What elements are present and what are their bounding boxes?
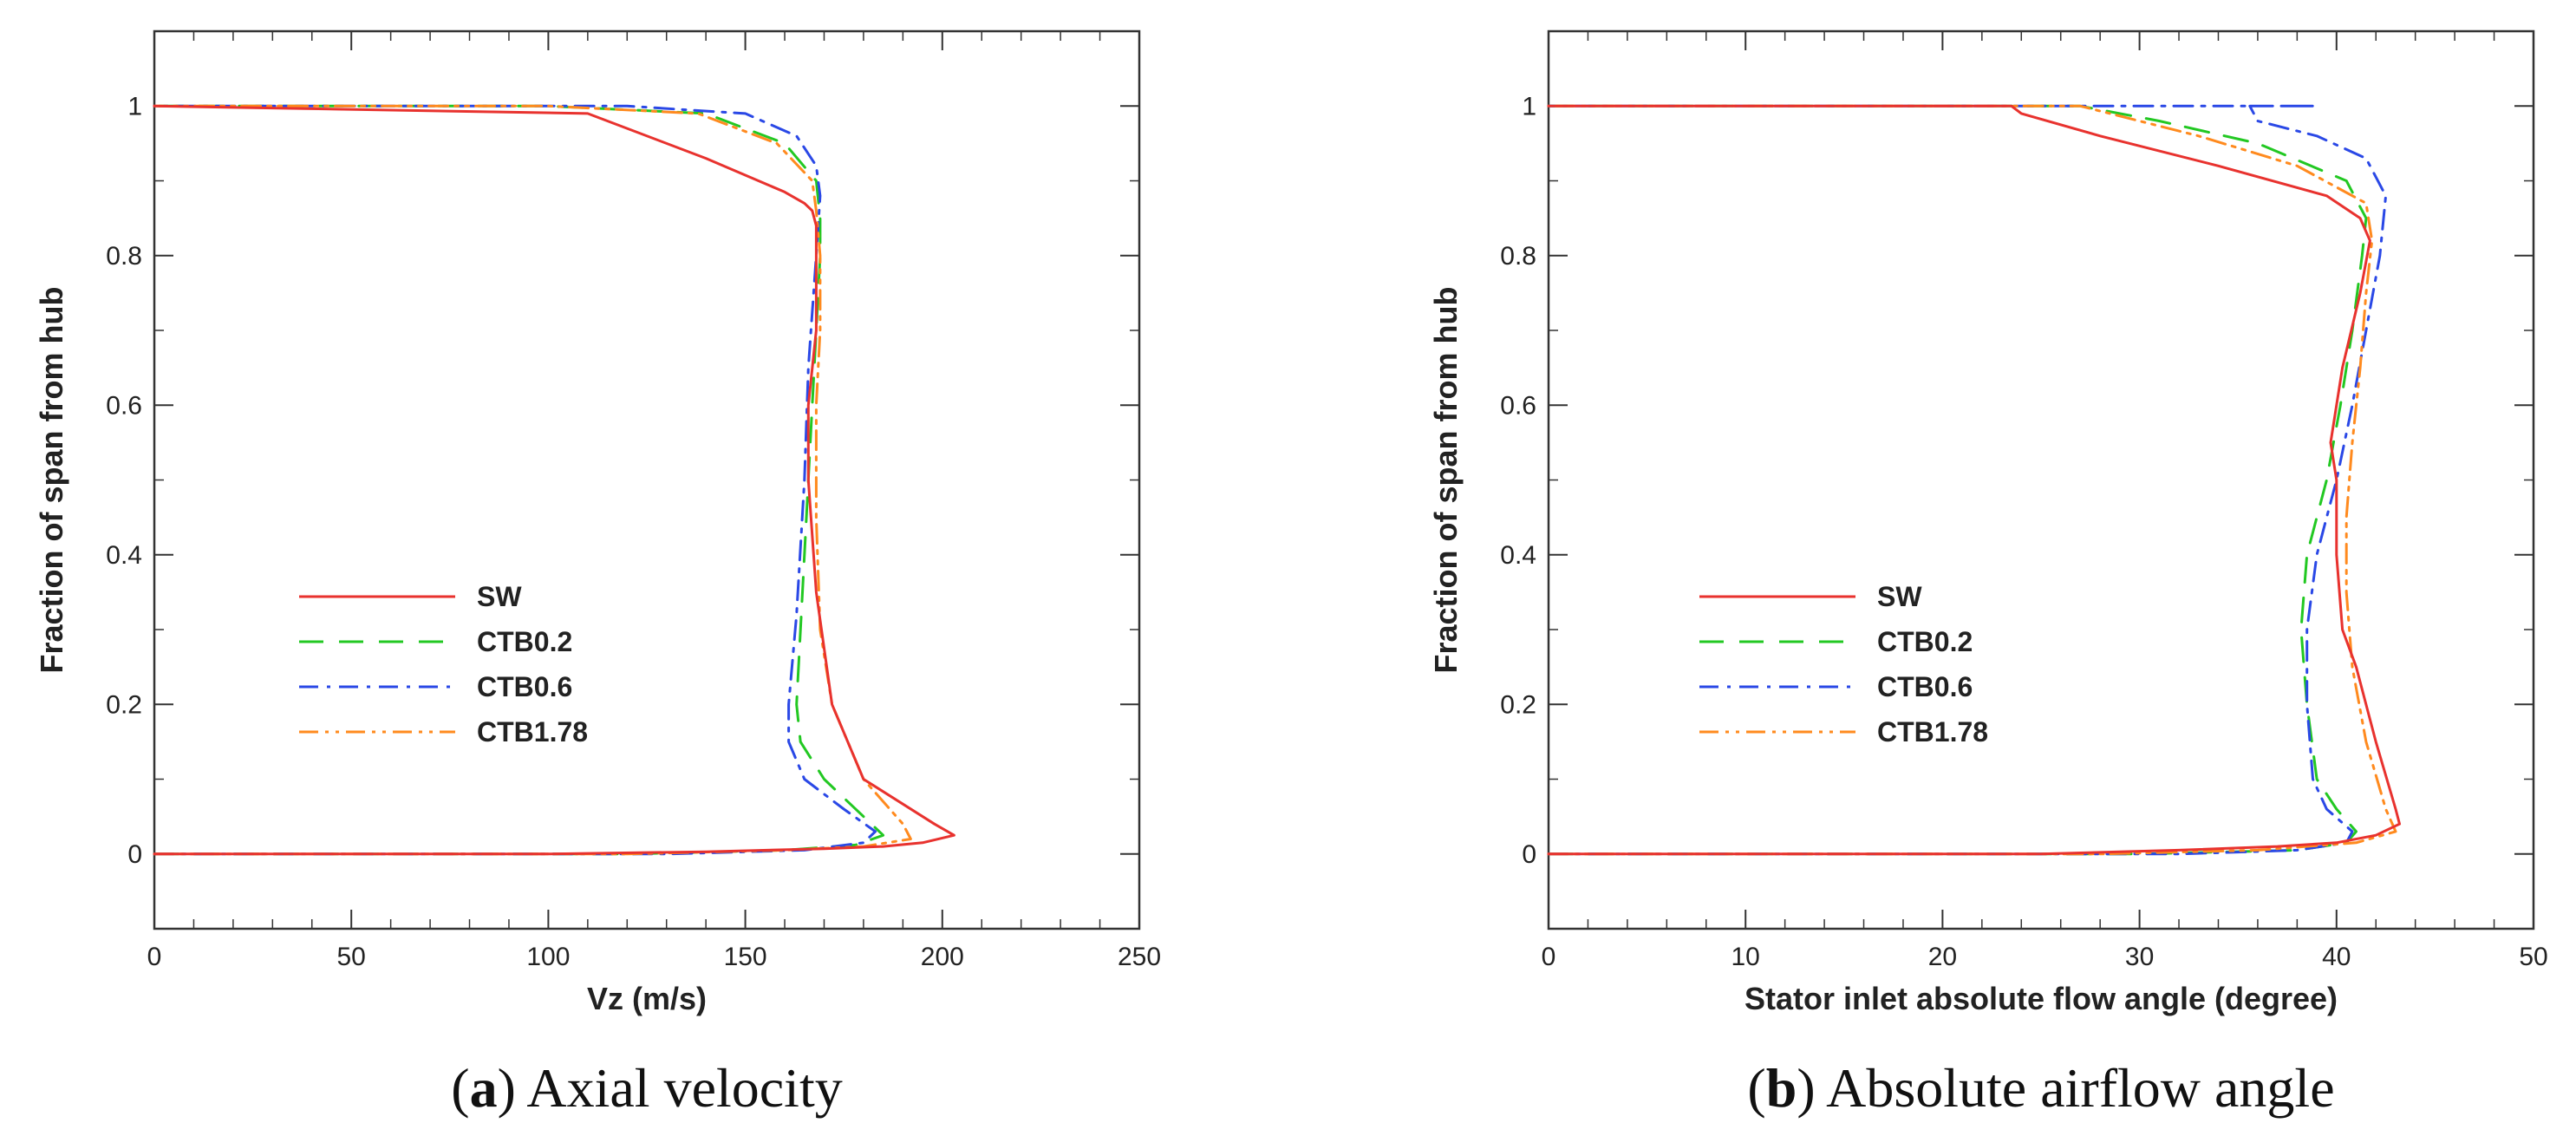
tick-marks — [153, 30, 1140, 930]
y-tick-label: 0 — [127, 840, 142, 869]
y-tick-label: 0.8 — [1500, 242, 1536, 271]
x-tick-label: 0 — [1542, 943, 1556, 971]
legend-label: SW — [477, 581, 522, 612]
caption-a-letter: a — [470, 1057, 498, 1119]
x-tick-label: 0 — [147, 943, 162, 971]
series-line-ctb0-2 — [153, 104, 885, 856]
series-line-ctb0-6 — [1547, 104, 2388, 856]
x-axis-label: Vz (m/s) — [587, 981, 707, 1016]
legend: SW CTB0.2 CTB0.6 CTB1.78 — [1699, 581, 1988, 748]
legend-label: CTB1.78 — [477, 716, 588, 748]
series-lines — [1547, 104, 2401, 856]
y-tick-label: 0.8 — [106, 242, 142, 271]
y-tick-label: 0 — [1522, 840, 1536, 869]
legend-label: CTB0.2 — [1877, 626, 1973, 657]
legend-label: CTB0.6 — [1877, 671, 1973, 702]
x-tick-label: 30 — [2125, 943, 2154, 971]
tick-labels: 0 50 100 150 200 250 0 0.2 0.4 0.6 0.8 1 — [106, 92, 1161, 971]
caption-a-text: Axial velocity — [526, 1057, 842, 1119]
caption-a: (a) Axial velocity — [451, 1057, 842, 1119]
x-tick-label: 250 — [1118, 943, 1161, 971]
x-tick-label: 40 — [2322, 943, 2351, 971]
x-axis-label: Stator inlet absolute flow angle (degree… — [1745, 981, 2338, 1016]
y-tick-label: 0.4 — [1500, 541, 1536, 570]
series-line-ctb1-78 — [1547, 104, 2397, 856]
y-tick-label: 0.2 — [106, 690, 142, 719]
x-tick-label: 50 — [337, 943, 366, 971]
legend-label: SW — [1877, 581, 1922, 612]
series-line-sw — [1547, 104, 2401, 856]
y-axis-label: Fraction of span from hub — [1428, 287, 1464, 674]
y-tick-label: 0.2 — [1500, 690, 1536, 719]
y-tick-label: 0.6 — [106, 391, 142, 420]
legend: SW CTB0.2 CTB0.6 CTB1.78 — [299, 581, 588, 748]
y-tick-label: 1 — [127, 92, 142, 121]
caption-b-text: Absolute airflow angle — [1826, 1057, 2335, 1119]
caption-b: (b) Absolute airflow angle — [1747, 1057, 2334, 1119]
series-lines — [153, 104, 955, 856]
panel-absolute-flow-angle: 0 10 20 30 40 50 0 0.2 0.4 0.6 0.8 1 SW CTB0.2 CTB0.6… — [1428, 29, 2548, 1119]
x-tick-label: 50 — [2519, 943, 2547, 971]
caption-b-letter: b — [1766, 1057, 1797, 1119]
y-tick-label: 0.6 — [1500, 391, 1536, 420]
x-tick-label: 150 — [724, 943, 767, 971]
x-tick-label: 10 — [1731, 943, 1760, 971]
legend-label: CTB0.2 — [477, 626, 572, 657]
series-line-sw — [153, 104, 955, 856]
y-tick-label: 1 — [1522, 92, 1536, 121]
series-line-ctb0-6 — [153, 104, 877, 856]
tick-labels: 0 10 20 30 40 50 0 0.2 0.4 0.6 0.8 1 — [1500, 92, 2547, 971]
x-tick-label: 20 — [1928, 943, 1957, 971]
legend-label: CTB0.6 — [477, 671, 572, 702]
x-tick-label: 100 — [526, 943, 570, 971]
x-tick-label: 200 — [921, 943, 964, 971]
y-axis-label: Fraction of span from hub — [34, 287, 69, 674]
y-tick-label: 0.4 — [106, 541, 142, 570]
panel-axial-velocity: 0 50 100 150 200 250 0 0.2 0.4 0.6 0.8 1 SW CTB0.2 CT… — [34, 29, 1161, 1119]
legend-label: CTB1.78 — [1877, 716, 1988, 748]
